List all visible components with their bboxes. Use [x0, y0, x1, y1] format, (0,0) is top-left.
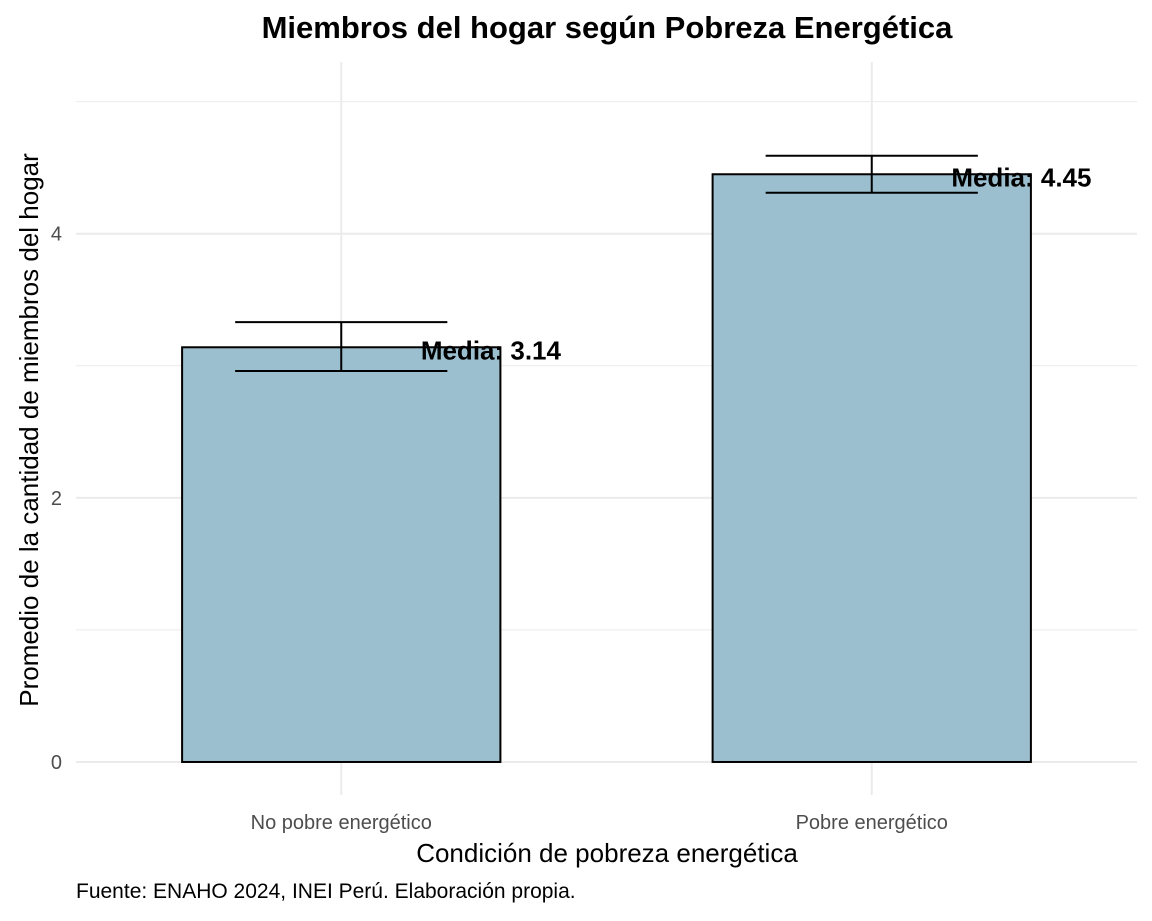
data-label: Media: 3.14: [421, 335, 562, 365]
bar: [181, 346, 502, 763]
data-label-layer: Media: 3.14 Media: 4.45: [421, 162, 1092, 365]
chart-caption: Fuente: ENAHO 2024, INEI Perú. Elaboraci…: [76, 880, 576, 903]
error-bar-layer: [235, 154, 978, 373]
y-tick-label: 2: [51, 488, 62, 510]
tick-label-layer: No pobre energético Pobre energético 0 2 4: [51, 224, 948, 834]
bar: [711, 173, 1032, 763]
x-tick-label: No pobre energético: [251, 812, 432, 834]
y-axis-title: Promedio de la cantidad de miembros del …: [14, 153, 44, 707]
x-axis-title: Condición de pobreza energética: [416, 838, 798, 868]
chart-title: Miembros del hogar según Pobreza Energét…: [261, 10, 953, 45]
y-tick-label: 4: [51, 224, 62, 246]
bar-layer: [181, 173, 1032, 763]
data-label: Media: 4.45: [951, 162, 1091, 192]
x-tick-label: Pobre energético: [796, 812, 948, 834]
y-tick-label: 0: [51, 752, 62, 774]
